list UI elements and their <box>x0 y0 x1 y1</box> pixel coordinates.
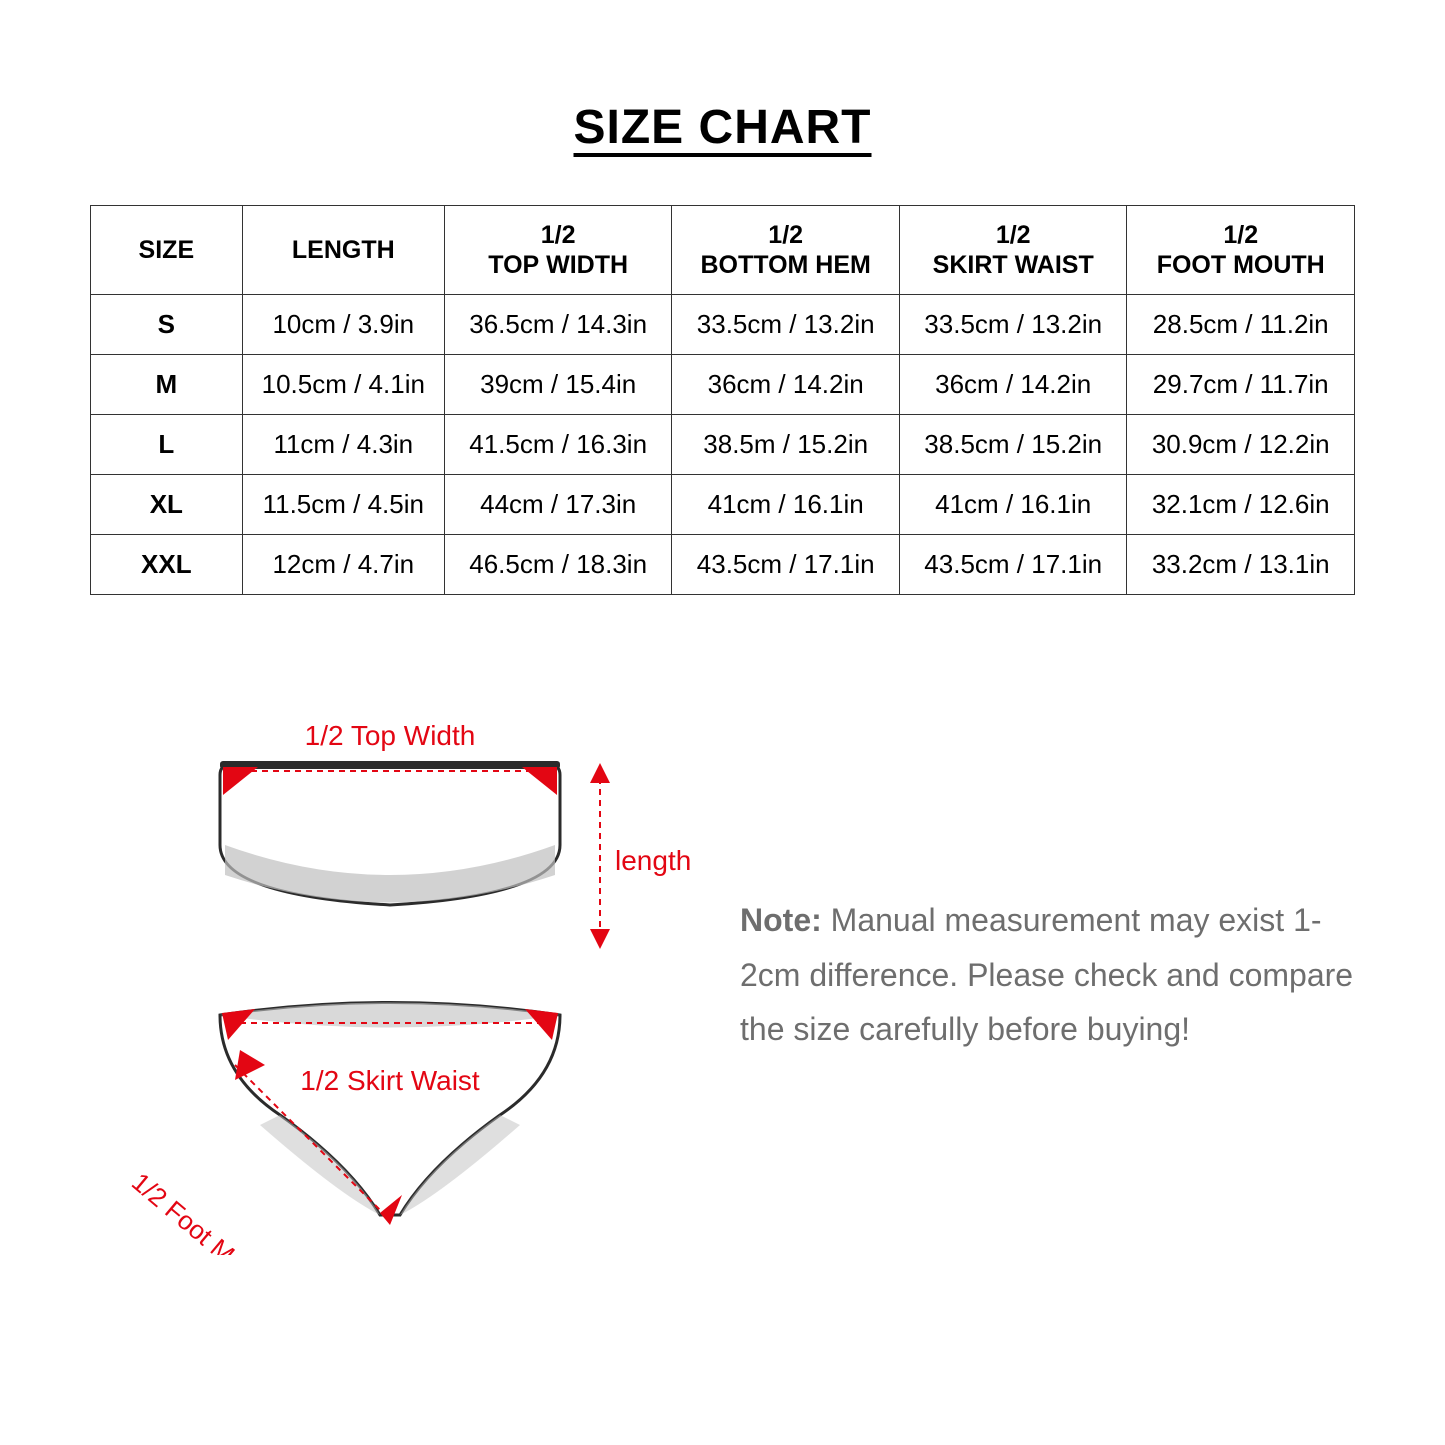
label-top-width: 1/2 Top Width <box>305 720 476 751</box>
size-diagram: 1/2 Top Width length 1/2 Skirt Waist 1/2… <box>90 695 710 1255</box>
table-header-cell: SIZE <box>91 206 243 295</box>
table-cell: 43.5cm / 17.1in <box>672 535 900 595</box>
table-cell: 36cm / 14.2in <box>672 355 900 415</box>
table-cell: 33.5cm / 13.2in <box>672 295 900 355</box>
table-cell: 33.2cm / 13.1in <box>1127 535 1355 595</box>
table-row: XXL12cm / 4.7in46.5cm / 18.3in43.5cm / 1… <box>91 535 1355 595</box>
table-cell: 38.5cm / 15.2in <box>899 415 1127 475</box>
top-garment <box>220 761 560 905</box>
table-cell: XXL <box>91 535 243 595</box>
table-cell: M <box>91 355 243 415</box>
table-header-cell: LENGTH <box>242 206 444 295</box>
table-cell: 41cm / 16.1in <box>899 475 1127 535</box>
table-cell: 10cm / 3.9in <box>242 295 444 355</box>
table-row: XL11.5cm / 4.5in44cm / 17.3in41cm / 16.1… <box>91 475 1355 535</box>
table-header-cell: 1/2FOOT MOUTH <box>1127 206 1355 295</box>
table-row: L11cm / 4.3in41.5cm / 16.3in38.5m / 15.2… <box>91 415 1355 475</box>
table-cell: 30.9cm / 12.2in <box>1127 415 1355 475</box>
table-cell: 46.5cm / 18.3in <box>444 535 672 595</box>
size-table: SIZELENGTH1/2TOP WIDTH1/2BOTTOM HEM1/2SK… <box>90 205 1355 595</box>
label-skirt-waist: 1/2 Skirt Waist <box>300 1065 480 1096</box>
table-cell: 41cm / 16.1in <box>672 475 900 535</box>
table-cell: 36.5cm / 14.3in <box>444 295 672 355</box>
table-cell: 33.5cm / 13.2in <box>899 295 1127 355</box>
bottom-garment <box>220 1003 560 1226</box>
table-cell: 44cm / 17.3in <box>444 475 672 535</box>
table-cell: 41.5cm / 16.3in <box>444 415 672 475</box>
table-cell: 38.5m / 15.2in <box>672 415 900 475</box>
table-row: S10cm / 3.9in36.5cm / 14.3in33.5cm / 13.… <box>91 295 1355 355</box>
table-header-cell: 1/2BOTTOM HEM <box>672 206 900 295</box>
table-cell: 11cm / 4.3in <box>242 415 444 475</box>
table-row: M10.5cm / 4.1in39cm / 15.4in36cm / 14.2i… <box>91 355 1355 415</box>
table-cell: 32.1cm / 12.6in <box>1127 475 1355 535</box>
table-header-row: SIZELENGTH1/2TOP WIDTH1/2BOTTOM HEM1/2SK… <box>91 206 1355 295</box>
label-length: length <box>615 845 691 876</box>
note-text: Note: Manual measurement may exist 1-2cm… <box>710 893 1355 1056</box>
note-body: Manual measurement may exist 1-2cm diffe… <box>740 902 1353 1047</box>
table-cell: 10.5cm / 4.1in <box>242 355 444 415</box>
table-cell: 36cm / 14.2in <box>899 355 1127 415</box>
table-header-cell: 1/2SKIRT WAIST <box>899 206 1127 295</box>
table-cell: L <box>91 415 243 475</box>
table-cell: 12cm / 4.7in <box>242 535 444 595</box>
label-foot-mouth: 1/2 Foot Mouth <box>126 1167 279 1255</box>
page-title: SIZE CHART <box>90 100 1355 155</box>
note-label: Note: <box>740 902 822 938</box>
table-cell: XL <box>91 475 243 535</box>
table-cell: 28.5cm / 11.2in <box>1127 295 1355 355</box>
table-cell: 11.5cm / 4.5in <box>242 475 444 535</box>
table-cell: 39cm / 15.4in <box>444 355 672 415</box>
table-cell: 29.7cm / 11.7in <box>1127 355 1355 415</box>
table-header-cell: 1/2TOP WIDTH <box>444 206 672 295</box>
table-cell: 43.5cm / 17.1in <box>899 535 1127 595</box>
table-cell: S <box>91 295 243 355</box>
